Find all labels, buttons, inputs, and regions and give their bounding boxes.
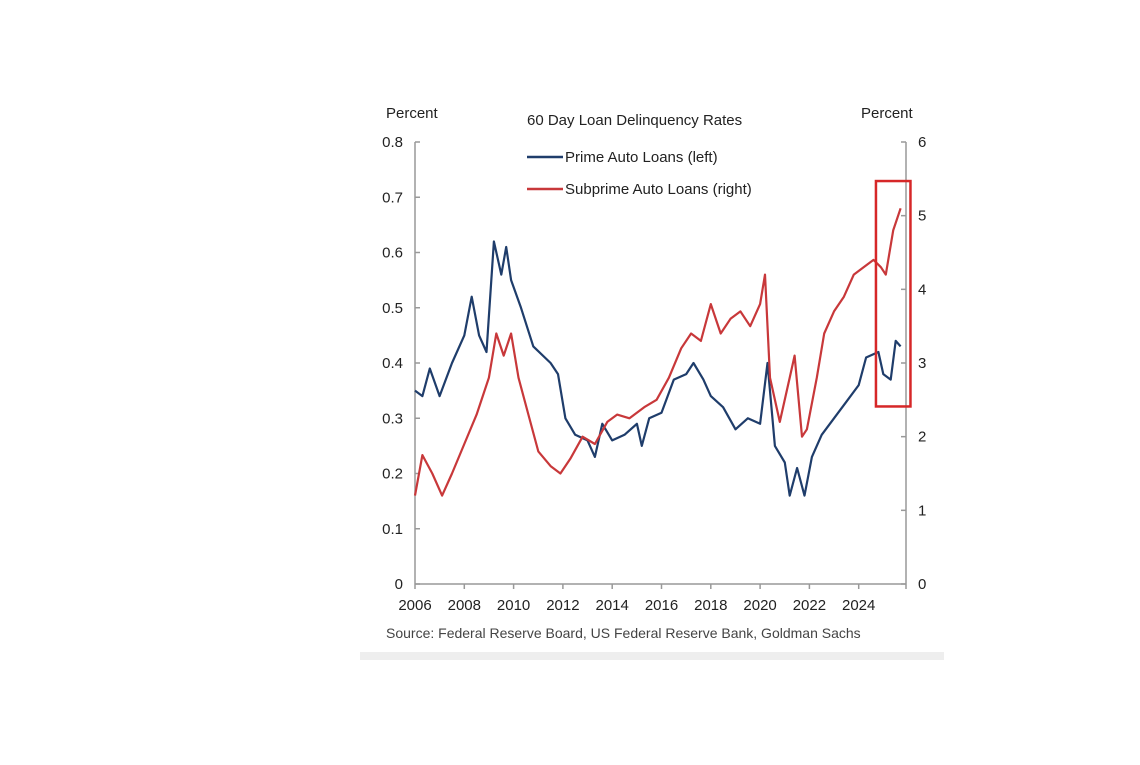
x-tick-label: 2012 xyxy=(546,597,579,614)
left-tick-label: 0.5 xyxy=(382,300,403,317)
left-tick-label: 0.2 xyxy=(382,466,403,483)
left-tick-label: 0.8 xyxy=(382,134,403,151)
right-tick-label: 4 xyxy=(918,281,926,298)
x-tick-label: 2018 xyxy=(694,597,727,614)
left-axis-label: Percent xyxy=(386,105,439,122)
x-tick-label: 2024 xyxy=(842,597,875,614)
right-tick-label: 5 xyxy=(918,208,926,225)
chart-title: 60 Day Loan Delinquency Rates xyxy=(527,112,742,129)
x-tick-label: 2006 xyxy=(398,597,431,614)
left-tick-label: 0 xyxy=(395,576,403,593)
x-tick-label: 2020 xyxy=(743,597,776,614)
right-tick-label: 3 xyxy=(918,355,926,372)
left-tick-label: 0.6 xyxy=(382,245,403,262)
left-tick-label: 0.4 xyxy=(382,355,403,372)
legend-label: Subprime Auto Loans (right) xyxy=(565,181,752,198)
left-tick-label: 0.3 xyxy=(382,410,403,427)
right-tick-label: 1 xyxy=(918,502,926,519)
x-tick-label: 2022 xyxy=(793,597,826,614)
x-tick-label: 2014 xyxy=(596,597,629,614)
x-tick-label: 2010 xyxy=(497,597,530,614)
left-tick-label: 0.1 xyxy=(382,521,403,538)
right-tick-label: 2 xyxy=(918,429,926,446)
highlight-box xyxy=(874,179,912,408)
legend-label: Prime Auto Loans (left) xyxy=(565,149,718,166)
source-note: Source: Federal Reserve Board, US Federa… xyxy=(386,625,861,641)
bottom-divider xyxy=(360,652,944,660)
series-line-subprime xyxy=(413,207,902,497)
x-tick-label: 2016 xyxy=(645,597,678,614)
left-tick-label: 0.7 xyxy=(382,189,403,206)
right-tick-label: 6 xyxy=(918,134,926,151)
x-tick-label: 2008 xyxy=(448,597,481,614)
right-tick-label: 0 xyxy=(918,576,926,593)
right-axis-label: Percent xyxy=(861,105,914,122)
series-line-prime xyxy=(414,240,902,497)
